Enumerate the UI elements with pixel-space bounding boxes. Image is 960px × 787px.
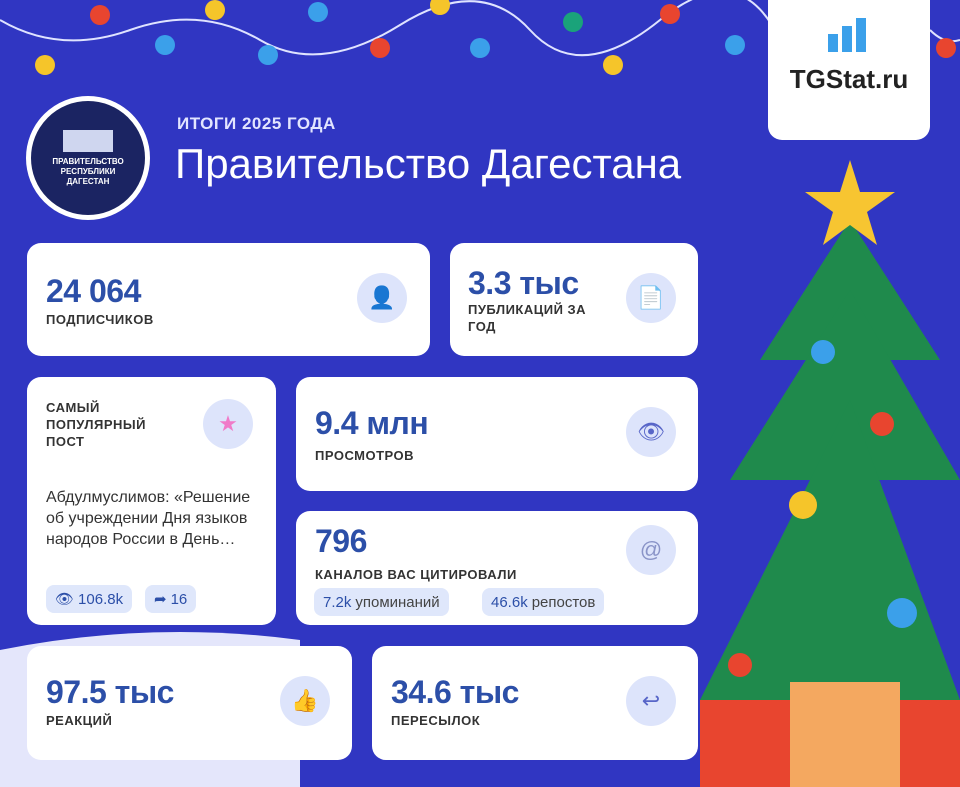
reactions-value: 97.5 тыс xyxy=(46,674,174,710)
reply-icon: ↩ xyxy=(626,676,676,726)
eye-icon: 👁 xyxy=(626,407,676,457)
subscribers-card: 24 064 ПОДПИСЧИКОВ 👤 xyxy=(27,243,430,356)
mentions-value: 7.2k xyxy=(323,593,352,611)
brand-name: TGStat.ru xyxy=(789,64,909,94)
views-label: ПРОСМОТРОВ xyxy=(315,448,415,463)
post-views: 106.8k xyxy=(78,590,124,608)
mentions-pill: 7.2k упоминаний xyxy=(314,588,449,616)
publications-label: ПУБЛИКАЦИЙ ЗА ГОД xyxy=(468,302,587,334)
citations-card: 796 КАНАЛОВ ВАС ЦИТИРОВАЛИ @ 7.2k упомина… xyxy=(296,511,698,625)
at-icon: @ xyxy=(626,525,676,575)
christmas-tree xyxy=(700,160,960,787)
views-value: 9.4 млн xyxy=(315,405,429,441)
views-card: 9.4 млн ПРОСМОТРОВ 👁 xyxy=(296,377,698,491)
building-icon xyxy=(63,129,113,152)
forwards-label: ПЕРЕСЫЛОК xyxy=(391,713,481,728)
subtitle: ИТОГИ 2025 ГОДА xyxy=(177,114,336,133)
reposts-value: 46.6k xyxy=(491,593,528,611)
page-title: Правительство Дагестана xyxy=(175,140,682,187)
share-icon: ➦ xyxy=(154,591,167,608)
eye-icon: 👁 xyxy=(55,591,75,608)
popular-post-text: Абдулмуслимов: «Решение об учреждении Дн… xyxy=(46,489,251,548)
garland-lights xyxy=(35,0,956,75)
reactions-card: 97.5 тыс РЕАКЦИЙ 👍 xyxy=(27,646,352,760)
chart-logo-icon xyxy=(828,18,870,52)
brand-badge[interactable]: TGStat.ru xyxy=(768,0,930,140)
forwards-value: 34.6 тыс xyxy=(391,674,519,710)
popular-post-card[interactable]: САМЫЙ ПОПУЛЯРНЫЙ ПОСТ ★ Абдулмуслимов: «… xyxy=(27,377,276,625)
avatar-text: ПРАВИТЕЛЬСТВО xyxy=(52,156,124,166)
publications-value: 3.3 тыс xyxy=(468,265,579,301)
mentions-label: упоминаний xyxy=(355,593,440,611)
popular-post-label: САМЫЙ ПОПУЛЯРНЫЙ ПОСТ xyxy=(46,400,146,449)
avatar-text: ДАГЕСТАН xyxy=(66,176,110,186)
reposts-pill: 46.6k репостов xyxy=(482,588,605,616)
subscribers-value: 24 064 xyxy=(46,273,141,309)
reposts-label: репостов xyxy=(531,593,596,611)
reactions-label: РЕАКЦИЙ xyxy=(46,713,113,728)
avatar-text: РЕСПУБЛИКИ xyxy=(60,166,116,176)
citations-value: 796 xyxy=(315,523,367,559)
star-icon: ★ xyxy=(203,399,253,449)
post-shares: 16 xyxy=(170,590,188,608)
user-icon: 👤 xyxy=(357,273,407,323)
citations-label: КАНАЛОВ ВАС ЦИТИРОВАЛИ xyxy=(315,567,517,582)
channel-avatar: ПРАВИТЕЛЬСТВО РЕСПУБЛИКИ ДАГЕСТАН xyxy=(26,96,150,220)
forwards-card: 34.6 тыс ПЕРЕСЫЛОК ↩ xyxy=(372,646,698,760)
thumbs-up-icon: 👍 xyxy=(280,676,330,726)
document-icon: 📄 xyxy=(626,273,676,323)
shares-pill: ➦ 16 xyxy=(145,585,197,613)
subscribers-label: ПОДПИСЧИКОВ xyxy=(46,312,154,327)
views-pill: 👁 106.8k xyxy=(46,585,133,613)
publications-card: 3.3 тыс ПУБЛИКАЦИЙ ЗА ГОД 📄 xyxy=(450,243,698,356)
